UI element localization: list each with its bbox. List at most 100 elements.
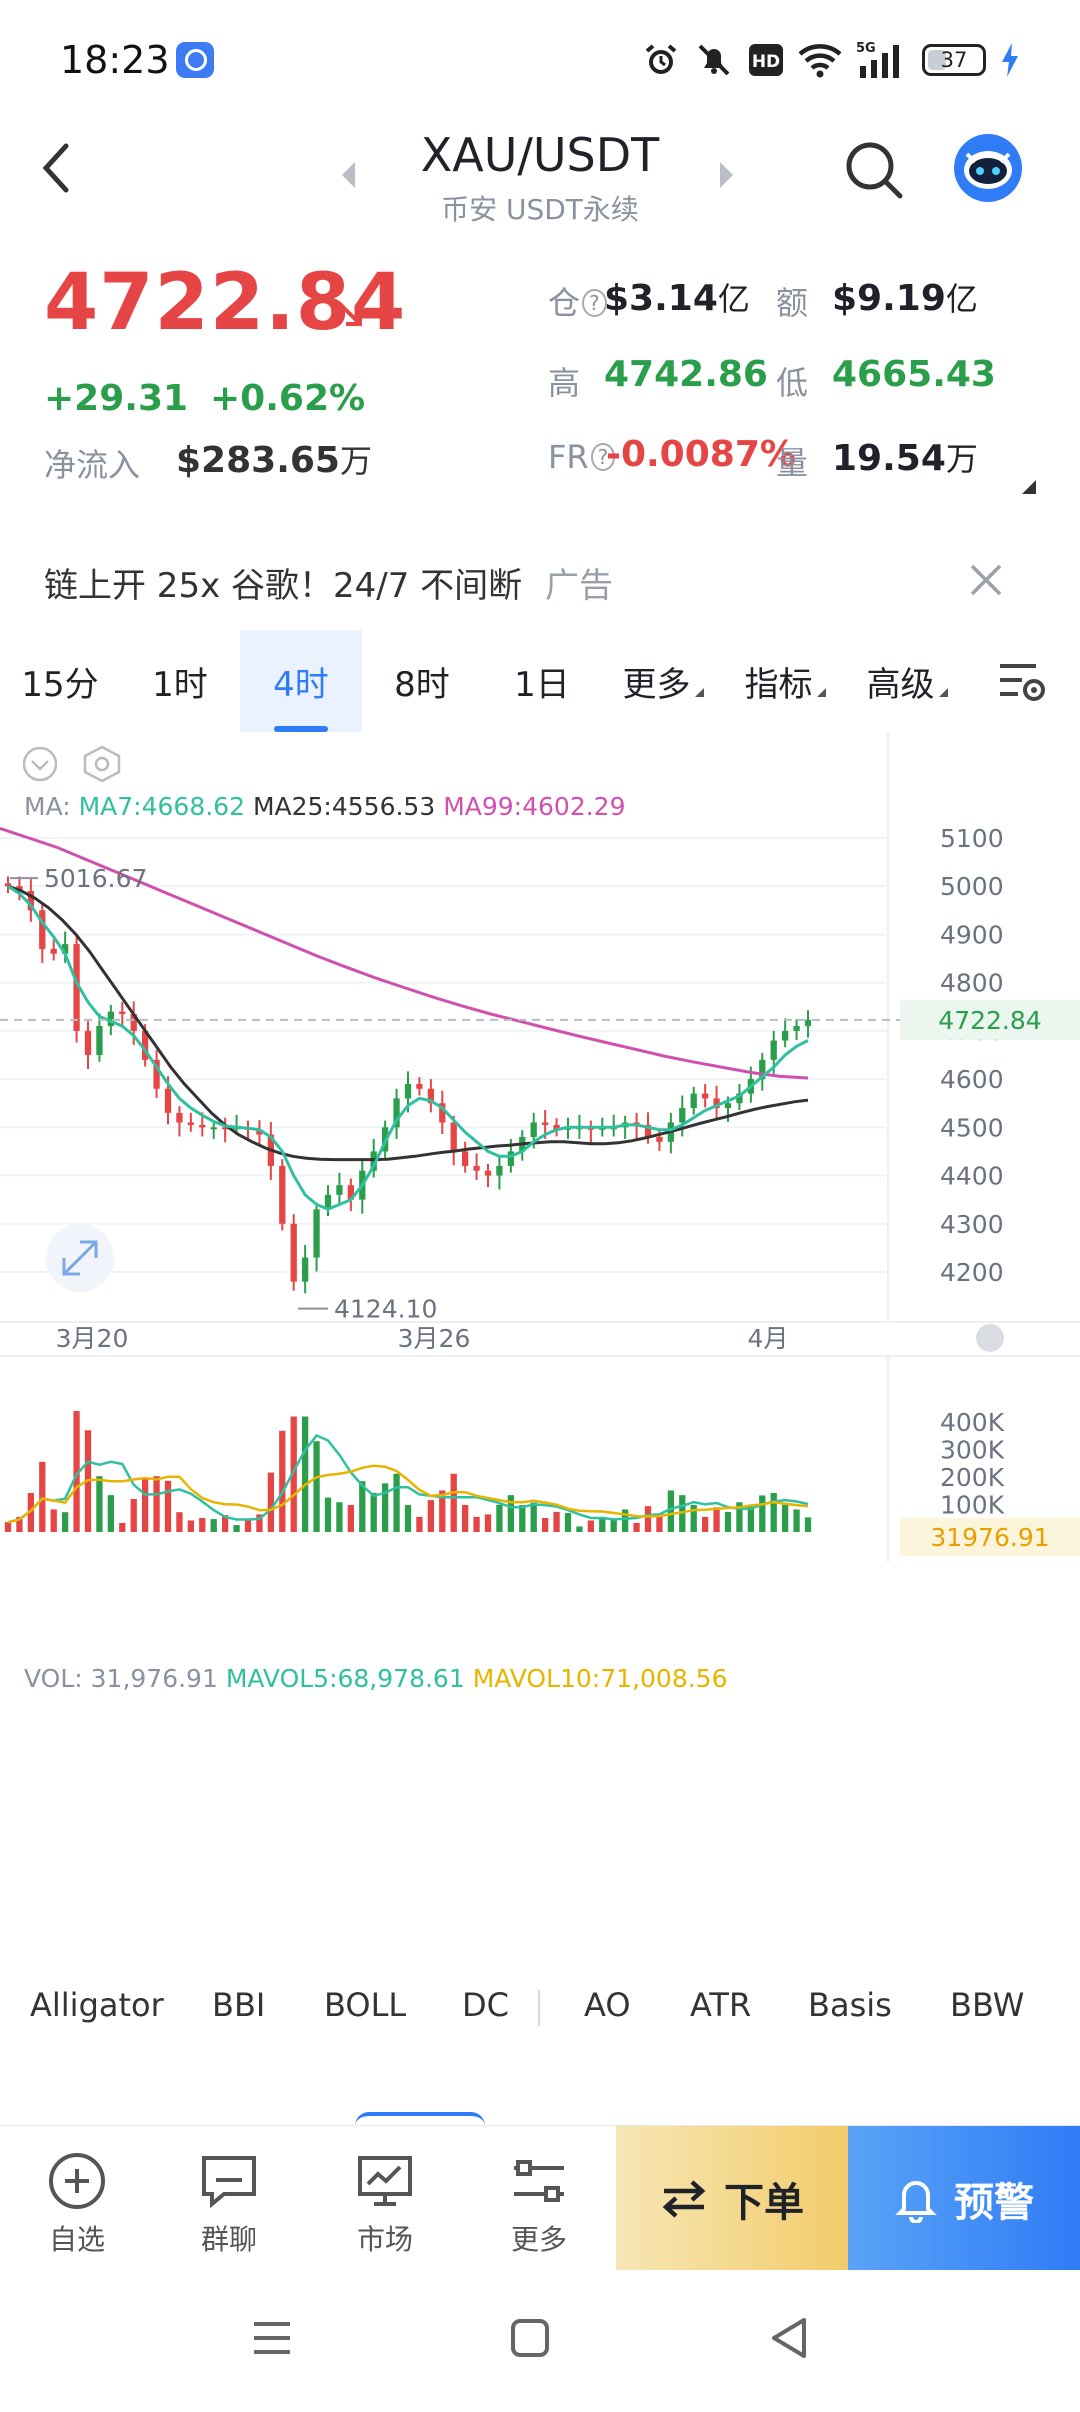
volume-bar (622, 1509, 629, 1532)
price-tick: 4300 (940, 1210, 1004, 1239)
volume-bar (222, 1515, 229, 1532)
volume-bar (770, 1492, 777, 1532)
volume-bar (724, 1511, 732, 1532)
candle-body (16, 886, 23, 892)
high-value: 4742.86 (604, 354, 768, 395)
volume-bar (267, 1472, 274, 1532)
indicator-bbw[interactable]: BBW (950, 1986, 1025, 2024)
assistant-robot-icon[interactable] (952, 132, 1024, 204)
volume-bar (599, 1517, 606, 1532)
hd-icon: HD (749, 44, 783, 76)
oi-label: 仓? (548, 278, 607, 324)
volume-bar (233, 1525, 240, 1532)
indicator-ao[interactable]: AO (584, 1986, 631, 2024)
volume-bar (553, 1511, 560, 1532)
mavol5-line (7, 1433, 809, 1524)
prev-pair-icon[interactable] (342, 162, 355, 188)
tab-1d[interactable]: 1日 (514, 664, 570, 705)
chart-eye-settings-icon[interactable] (80, 744, 124, 784)
back-triangle-icon[interactable] (766, 2314, 810, 2362)
candle-body (324, 1194, 332, 1210)
candle-body (290, 1223, 297, 1282)
candle-body (142, 1030, 149, 1060)
funding-rate-label: FR? (548, 438, 616, 476)
period-tabs: 15分 1时 4时 8时 1日 更多 指标 高级 (0, 630, 1080, 732)
reset-view-icon (976, 1324, 1004, 1352)
volume-bar (153, 1476, 160, 1532)
indicator-boll[interactable]: BOLL (324, 1986, 407, 2024)
candle-body (187, 1122, 194, 1125)
tab-indicators[interactable]: 指标 (724, 630, 846, 732)
candle-body (450, 1122, 457, 1152)
volume-bar (27, 1492, 34, 1532)
nav-market[interactable]: 市场 (310, 2126, 460, 2271)
expand-corner-icon[interactable] (1022, 480, 1036, 494)
pair-title[interactable]: XAU/USDT (420, 128, 660, 182)
indicator-atr[interactable]: ATR (690, 1986, 752, 2024)
candle-body (804, 1019, 812, 1027)
amount-label: 额 (776, 284, 809, 322)
volume-bar (16, 1516, 23, 1532)
price-volume-svg[interactable]: 5100500049004800470046004500440043004200… (0, 732, 1080, 1972)
nav-more[interactable]: 更多 (464, 2126, 614, 2271)
alert-button[interactable]: 预警 (848, 2126, 1080, 2271)
bell-icon (895, 2180, 937, 2223)
add-circle-icon (49, 2153, 105, 2209)
svg-text:HD: HD (752, 52, 780, 72)
svg-text:5G: 5G (856, 41, 876, 56)
indicator-dc[interactable]: DC (462, 1986, 509, 2024)
candle-body (210, 1127, 217, 1130)
vol-value: VOL: 31,976.91 (24, 1664, 218, 1693)
ad-banner[interactable]: 链上开 25x 谷歌！24/7 不间断 广告 (0, 540, 1080, 620)
chart-settings-icon[interactable] (996, 660, 1050, 704)
volume-bar (564, 1513, 572, 1532)
volume-bar (656, 1514, 663, 1532)
volume-bar (416, 1516, 423, 1532)
candle-body (279, 1165, 286, 1224)
back-arrow-icon[interactable] (36, 140, 76, 196)
volume-bar (519, 1505, 526, 1532)
menu-icon[interactable] (248, 2316, 296, 2360)
tab-1h[interactable]: 1时 (152, 664, 208, 705)
collapse-chevron-icon[interactable] (20, 744, 60, 784)
tab-4h[interactable]: 4时 (240, 630, 362, 732)
candle-body (119, 1011, 126, 1015)
scroll-hint-arc (355, 2112, 485, 2126)
current-price-tag: 4722.84 (938, 1006, 1041, 1035)
candle-body (96, 1026, 103, 1055)
ad-text[interactable]: 链上开 25x 谷歌！24/7 不间断 (44, 566, 523, 606)
kline-chart[interactable]: MA: MA7:4668.62 MA25:4556.53 MA99:4602.2… (0, 732, 1080, 1972)
tab-8h[interactable]: 8时 (394, 664, 450, 705)
volume-bar (507, 1495, 514, 1532)
volume-bar (427, 1500, 434, 1532)
mavol10-value: MAVOL10:71,008.56 (472, 1664, 728, 1693)
volume-bar (73, 1411, 80, 1532)
home-square-icon[interactable] (508, 2316, 552, 2360)
low-marker-label: 4124.10 (334, 1295, 437, 1324)
volume-bar (187, 1520, 194, 1532)
mute-bell-icon (698, 44, 730, 76)
volume-value: 19.54万 (832, 438, 978, 479)
candle-body (736, 1093, 743, 1104)
tab-15m[interactable]: 15分 (21, 664, 99, 705)
ma25-line (7, 884, 809, 1162)
tab-advanced[interactable]: 高级 (846, 630, 968, 732)
candle-body (107, 1011, 114, 1027)
indicator-basis[interactable]: Basis (808, 1986, 892, 2024)
price-tick: 4500 (940, 1113, 1004, 1142)
status-bar: 18:23 HD 5G 37 (0, 0, 1080, 110)
tab-more[interactable]: 更多 (602, 630, 724, 732)
indicator-alligator[interactable]: Alligator (30, 1986, 164, 2024)
search-icon[interactable] (842, 138, 906, 202)
price-tick: 5000 (940, 872, 1004, 901)
next-pair-icon[interactable] (720, 162, 733, 188)
close-icon[interactable] (968, 562, 1004, 598)
ma-legend: MA: MA7:4668.62 MA25:4556.53 MA99:4602.2… (24, 792, 626, 821)
price-tick: 4900 (940, 920, 1004, 949)
high-label: 高 (548, 364, 581, 402)
price-tick: 5100 (940, 824, 1004, 853)
order-button[interactable]: 下单 (616, 2126, 848, 2271)
indicator-bbi[interactable]: BBI (212, 1986, 266, 2024)
nav-watchlist[interactable]: 自选 (2, 2126, 152, 2271)
nav-chat[interactable]: 群聊 (154, 2126, 304, 2271)
